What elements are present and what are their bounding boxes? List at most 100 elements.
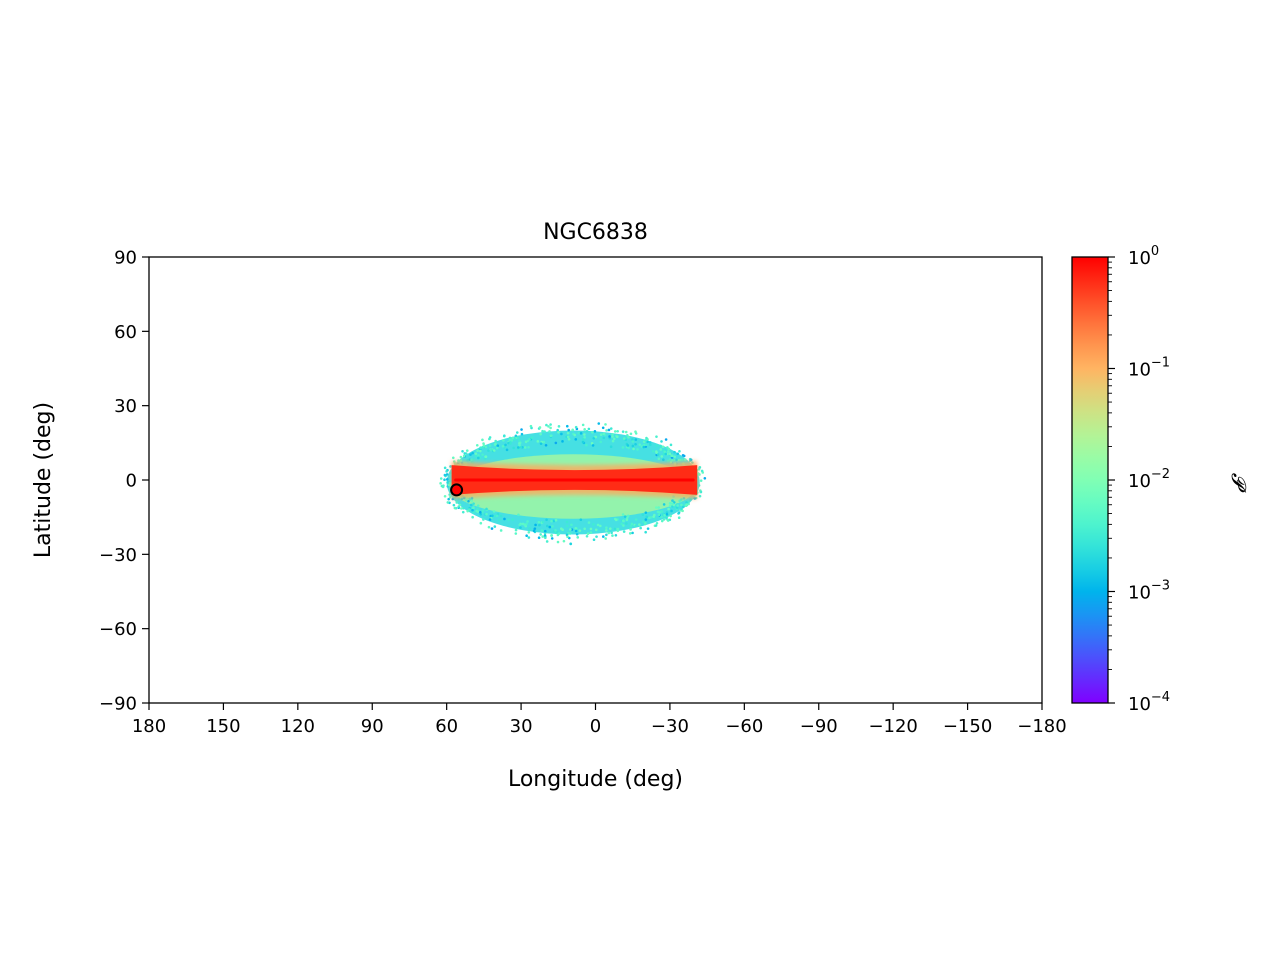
halo-point [604, 423, 607, 426]
halo-point [448, 495, 452, 499]
halo-point [591, 430, 594, 434]
halo-point [609, 445, 613, 449]
halo-point [646, 440, 649, 444]
halo-point [591, 444, 595, 447]
halo-point [632, 447, 635, 451]
halo-point [458, 503, 462, 507]
halo-point [499, 514, 503, 518]
halo-point [681, 453, 685, 457]
halo-point [664, 452, 668, 456]
halo-point [579, 432, 583, 435]
halo-point [631, 440, 635, 443]
halo-point [488, 437, 491, 441]
halo-point [439, 477, 443, 480]
halo-point [636, 448, 639, 451]
halo-point [536, 440, 540, 443]
colorbar-tick-label: 10−3 [1128, 579, 1170, 604]
halo-point [482, 518, 485, 521]
halo-point [655, 444, 659, 448]
y-axis: 90 60 30 0 −30 −60 −90 [99, 248, 149, 715]
halo-point [622, 524, 625, 527]
halo-point [460, 507, 463, 510]
halo-point [622, 437, 626, 440]
halo-point [494, 439, 497, 443]
halo-point [699, 479, 703, 482]
halo-point [499, 529, 503, 532]
halo-point [461, 510, 465, 514]
halo-point [671, 459, 674, 462]
halo-point [634, 430, 637, 434]
colorbar-tick-label: 10−1 [1128, 356, 1170, 381]
halo-point [523, 446, 527, 449]
halo-point [605, 526, 608, 529]
halo-point [542, 440, 546, 444]
marker-layer [450, 483, 464, 497]
halo-point [583, 428, 586, 431]
halo-point [481, 438, 484, 442]
halo-point [660, 515, 663, 519]
halo-point [660, 455, 664, 458]
halo-point [556, 428, 559, 432]
halo-point [639, 526, 642, 530]
halo-point [540, 529, 544, 532]
halo-point [597, 422, 601, 425]
halo-point [599, 440, 603, 444]
halo-point [661, 445, 665, 449]
halo-point [607, 428, 611, 432]
halo-point [616, 527, 620, 531]
halo-point [629, 432, 633, 436]
halo-point [689, 458, 693, 462]
halo-point [574, 529, 578, 533]
halo-point [516, 436, 520, 439]
halo-point [541, 520, 545, 524]
halo-point [469, 503, 473, 507]
halo-point [511, 518, 515, 521]
halo-point [527, 445, 530, 449]
halo-point [559, 527, 563, 530]
halo-point [602, 432, 606, 436]
halo-point [487, 525, 491, 529]
halo-point [491, 514, 494, 518]
halo-point [677, 516, 681, 520]
halo-point [470, 458, 473, 461]
halo-point [550, 534, 553, 537]
halo-point [470, 499, 474, 503]
halo-point [605, 429, 608, 432]
halo-point [484, 455, 487, 459]
halo-point [526, 520, 529, 523]
halo-point [466, 458, 469, 462]
halo-point [574, 438, 578, 441]
halo-point [665, 511, 669, 514]
halo-point [599, 524, 602, 528]
halo-point [685, 503, 688, 506]
halo-point [607, 531, 611, 535]
halo-point [582, 438, 585, 441]
halo-point [570, 523, 573, 527]
y-tick-label: 60 [114, 322, 137, 343]
halo-point [601, 535, 605, 538]
halo-point [459, 459, 463, 462]
halo-point [468, 497, 472, 501]
halo-point [508, 436, 512, 440]
halo-point [631, 531, 634, 535]
halo-point [532, 529, 536, 533]
halo-point [477, 454, 480, 457]
halo-point [659, 448, 663, 451]
halo-point [566, 435, 570, 439]
halo-point [611, 433, 614, 436]
halo-point [514, 532, 518, 535]
halo-point [479, 510, 482, 514]
halo-point [447, 483, 451, 487]
halo-point [545, 423, 548, 427]
halo-point [581, 423, 585, 427]
x-tick-label: 30 [510, 716, 533, 737]
halo-point [544, 443, 548, 447]
halo-point [644, 511, 648, 514]
halo-point [461, 449, 464, 453]
halo-point [628, 532, 632, 535]
halo-point [656, 510, 660, 514]
halo-point [644, 518, 648, 521]
y-tick-label: −60 [99, 619, 137, 640]
halo-point [466, 509, 469, 513]
halo-point [599, 433, 603, 437]
